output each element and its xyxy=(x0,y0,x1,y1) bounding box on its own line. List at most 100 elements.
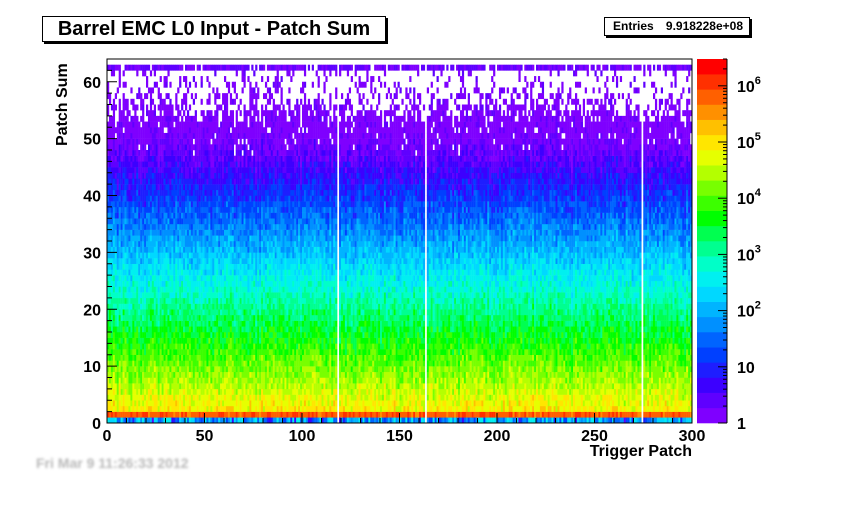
heatmap-bin xyxy=(251,98,254,105)
heatmap-bin xyxy=(163,326,166,333)
heatmap-bin xyxy=(179,212,182,219)
heatmap-bin xyxy=(204,394,207,401)
heatmap-bin xyxy=(220,252,223,259)
heatmap-bin xyxy=(247,371,250,378)
heatmap-bin xyxy=(198,332,201,338)
heatmap-bin xyxy=(255,405,258,412)
heatmap-bin xyxy=(185,223,188,230)
heatmap-bin xyxy=(112,201,116,208)
heatmap-bin xyxy=(206,161,209,168)
heatmap-bin xyxy=(225,93,229,100)
heatmap-bin xyxy=(231,212,234,219)
heatmap-bin xyxy=(171,189,174,196)
heatmap-bin xyxy=(149,172,153,179)
heatmap-bin xyxy=(245,178,248,185)
heatmap-bin xyxy=(227,138,231,145)
heatmap-bin xyxy=(122,132,125,139)
heatmap-bin xyxy=(243,223,246,230)
heatmap-bin xyxy=(268,360,272,367)
heatmap-bin xyxy=(122,167,125,173)
heatmap-bin xyxy=(183,405,186,412)
heatmap-bin xyxy=(257,235,260,242)
heatmap-bin xyxy=(159,354,162,361)
heatmap-bin xyxy=(263,229,266,236)
heatmap-bin xyxy=(116,223,119,230)
heatmap-bin xyxy=(208,155,211,162)
heatmap-bin xyxy=(253,286,256,293)
heatmap-bin xyxy=(239,121,242,128)
heatmap-bin xyxy=(188,241,192,247)
heatmap-bin xyxy=(181,155,184,162)
heatmap-bin xyxy=(231,155,234,162)
heatmap-bin xyxy=(225,343,229,350)
heatmap-bin xyxy=(257,314,260,321)
heatmap-bin xyxy=(270,326,273,333)
heatmap-bin xyxy=(257,144,260,151)
heatmap-bin xyxy=(132,132,135,139)
heatmap-bin xyxy=(245,320,248,327)
heatmap-bin xyxy=(247,189,250,196)
heatmap-bin xyxy=(151,155,155,162)
heatmap-bin xyxy=(161,388,164,395)
heatmap-bin xyxy=(196,195,199,202)
heatmap-bin xyxy=(161,371,164,378)
heatmap-bin xyxy=(225,229,229,236)
heatmap-bin xyxy=(183,417,186,424)
heatmap-bin xyxy=(274,167,277,173)
heatmap-bin xyxy=(183,371,186,378)
heatmap-bin xyxy=(210,229,213,236)
heatmap-bin xyxy=(151,417,155,424)
heatmap-bin xyxy=(249,326,252,333)
heatmap-bin xyxy=(124,349,127,355)
heatmap-bin xyxy=(259,309,262,316)
heatmap-bin xyxy=(124,155,127,162)
heatmap-bin xyxy=(155,172,158,179)
heatmap-bin xyxy=(268,326,272,333)
heatmap-bin xyxy=(179,320,182,327)
heatmap-bin xyxy=(140,235,143,242)
heatmap-bin xyxy=(161,150,164,156)
heatmap-bin xyxy=(227,275,231,282)
heatmap-bin xyxy=(274,235,277,242)
heatmap-bin xyxy=(144,263,147,270)
heatmap-bin xyxy=(151,383,155,390)
heatmap-bin xyxy=(264,275,268,282)
heatmap-bin xyxy=(218,309,221,316)
heatmap-bin xyxy=(130,98,133,105)
heatmap-bin xyxy=(235,127,238,134)
heatmap-bin xyxy=(237,167,240,173)
heatmap-bin xyxy=(266,275,270,282)
heatmap-bin xyxy=(179,360,182,367)
heatmap-bin xyxy=(107,127,110,134)
heatmap-bin xyxy=(179,309,182,316)
heatmap-bin xyxy=(107,87,110,94)
heatmap-bin xyxy=(216,241,219,247)
heatmap-bin xyxy=(208,167,211,173)
heatmap-bin xyxy=(124,405,127,412)
heatmap-bin xyxy=(249,138,252,145)
heatmap-bin xyxy=(175,332,178,338)
heatmap-bin xyxy=(136,104,139,111)
heatmap-bin xyxy=(185,64,188,71)
heatmap-bin xyxy=(231,144,234,151)
heatmap-bin xyxy=(112,360,116,367)
heatmap-bin xyxy=(247,405,250,412)
heatmap-bin xyxy=(120,303,123,310)
heatmap-bin xyxy=(126,332,129,338)
heatmap-bin xyxy=(108,332,112,338)
heatmap-bin xyxy=(188,189,192,196)
heatmap-bin xyxy=(175,292,178,299)
heatmap-bin xyxy=(179,76,182,82)
heatmap-bin xyxy=(128,326,131,333)
heatmap-bin xyxy=(257,320,260,327)
heatmap-bin xyxy=(140,394,143,401)
heatmap-bin xyxy=(128,314,131,321)
heatmap-bin xyxy=(163,377,166,384)
heatmap-bin xyxy=(128,309,131,316)
heatmap-bin xyxy=(253,394,256,401)
heatmap-bin xyxy=(216,303,219,310)
heatmap-bin xyxy=(110,411,114,418)
heatmap-bin xyxy=(235,223,238,230)
heatmap-bin xyxy=(229,132,233,139)
heatmap-bin xyxy=(144,161,147,168)
